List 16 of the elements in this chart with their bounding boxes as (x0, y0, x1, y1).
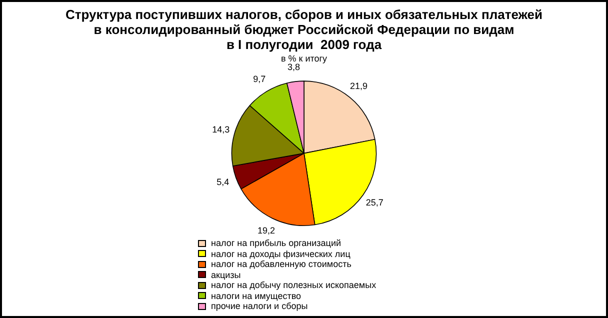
legend-label: налог на добычу полезных ископаемых (211, 280, 376, 290)
legend-label: налог на прибыль организаций (211, 238, 342, 248)
chart-subtitle: в % к итогу (280, 54, 328, 64)
legend-label: налог на добавленную стоимость (211, 259, 352, 270)
chart-title: Структура поступивших налогов, сборов и иных обязательных платежей в консолидированный бюджет Российской Федерации по видам в I полугодии 2009 года (65, 7, 543, 52)
legend-label: налоги на имущество (211, 290, 302, 301)
data-label: 9,7 (253, 74, 266, 84)
data-label: 25,7 (366, 197, 384, 208)
data-label: 21,9 (350, 81, 368, 92)
data-label: 19,2 (258, 225, 276, 236)
data-label: 3,8 (287, 62, 300, 72)
legend-label: налог на доходы физических лиц (211, 248, 350, 259)
legend-label: прочие налоги и сборы (211, 301, 308, 312)
legend-label: акцизы (211, 270, 241, 280)
data-label: 5,4 (216, 177, 230, 188)
data-label: 14,3 (212, 124, 230, 135)
